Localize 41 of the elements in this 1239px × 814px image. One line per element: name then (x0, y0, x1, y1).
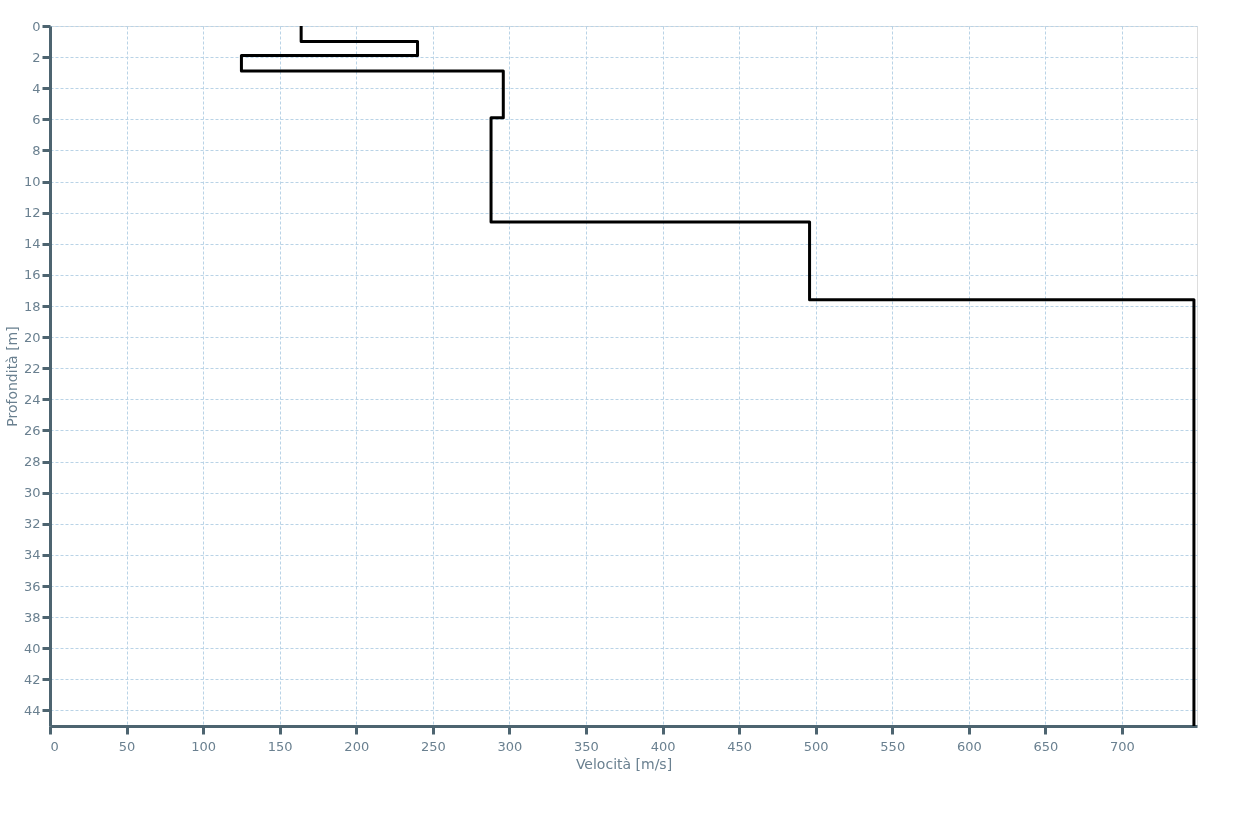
x-tick-label: 450 (727, 738, 753, 754)
y-tick-label: 22 (23, 360, 41, 376)
y-tick-label: 30 (23, 485, 41, 501)
y-tick-label: 26 (23, 422, 41, 438)
y-tick-label: 44 (23, 702, 41, 718)
x-tick-label: 600 (956, 738, 982, 754)
y-tick-label: 18 (23, 298, 41, 314)
x-tick-label: 150 (267, 738, 293, 754)
y-tick-label: 20 (23, 329, 41, 345)
y-tick-label: 2 (32, 49, 41, 65)
x-tick-label: 100 (191, 738, 217, 754)
x-tick-label: 0 (50, 738, 59, 754)
x-tick-label: 700 (1110, 738, 1135, 754)
y-tick-label: 32 (23, 516, 41, 532)
y-tick-label: 24 (23, 391, 41, 407)
x-tick-label: 250 (420, 738, 446, 754)
y-tick-label: 42 (23, 671, 41, 687)
x-tick-label: 550 (880, 738, 906, 754)
y-tick-label: 4 (32, 80, 41, 96)
x-tick-label: 400 (650, 738, 676, 754)
x-axis-title: Velocità [m/s] (575, 755, 673, 772)
y-tick-label: 34 (23, 547, 41, 563)
y-tick-label: 12 (23, 205, 41, 221)
y-tick-label: 8 (32, 142, 41, 158)
line-series (239, 24, 1196, 728)
y-tick-label: 40 (23, 640, 41, 656)
x-tick-label: 300 (497, 738, 523, 754)
y-tick-label: 28 (23, 454, 41, 470)
x-tick-label: 350 (574, 738, 599, 754)
x-tick-label: 650 (1033, 738, 1059, 754)
y-tick-label: 38 (23, 609, 41, 625)
x-tick-label: 50 (118, 738, 136, 754)
x-tick-label: 200 (344, 738, 370, 754)
y-tick-label: 0 (32, 18, 41, 34)
y-tick-label: 16 (23, 267, 41, 283)
y-tick-label: 10 (23, 174, 41, 190)
y-tick-label: 6 (32, 111, 41, 127)
x-tick-label: 500 (803, 738, 829, 754)
y-tick-label: 36 (23, 578, 41, 594)
y-tick-label: 14 (23, 236, 41, 252)
y-axis-title: Profondità [m] (3, 326, 20, 427)
